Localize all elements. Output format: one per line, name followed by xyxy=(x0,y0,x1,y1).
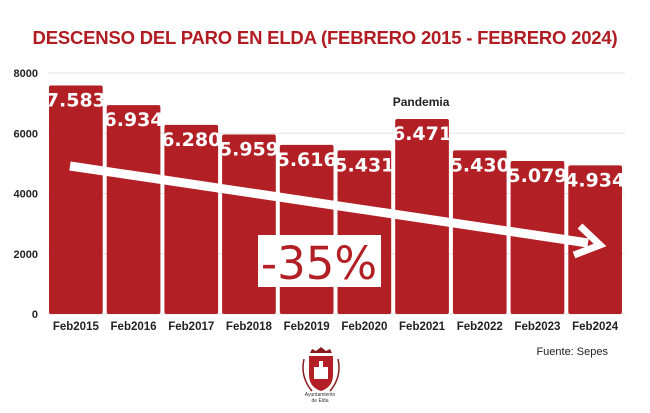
x-tick-label: Feb2021 xyxy=(399,321,446,333)
x-tick-label: Feb2017 xyxy=(168,321,214,333)
x-tick-label: Feb2016 xyxy=(111,321,157,333)
x-tick-label: Feb2015 xyxy=(53,321,100,333)
bar xyxy=(106,105,161,314)
y-tick-label: 6000 xyxy=(14,128,38,140)
data-label: 6.934 xyxy=(103,109,163,131)
logo-caption: Ayuntamiento de Elda xyxy=(290,392,350,404)
data-label: 6.471 xyxy=(392,123,452,145)
chart-title: DESCENSO DEL PARO EN ELDA (FEBRERO 2015 … xyxy=(32,27,618,48)
elda-coat-of-arms-logo xyxy=(302,347,340,392)
data-label: 5.959 xyxy=(219,138,279,160)
x-tick-label: Feb2019 xyxy=(284,321,330,333)
data-label: 4.934 xyxy=(565,169,625,191)
data-label: 7.583 xyxy=(46,90,106,112)
y-tick-label: 8000 xyxy=(14,68,38,80)
x-tick-label: Feb2022 xyxy=(457,321,503,333)
x-tick-label: Feb2023 xyxy=(514,321,560,333)
change-annotation: -35% xyxy=(261,237,377,290)
y-tick-label: 0 xyxy=(32,309,38,321)
data-label: 5.431 xyxy=(334,154,394,176)
data-label: 5.079 xyxy=(507,165,567,187)
source-note: Fuente: Sepes xyxy=(536,346,608,358)
change-box xyxy=(258,235,381,287)
x-tick-label: Feb2018 xyxy=(226,321,273,333)
logo-caption-line: Ayuntamiento xyxy=(304,392,336,398)
x-tick-label: Feb2020 xyxy=(341,321,387,333)
trend-arrow-line xyxy=(69,161,589,248)
logo-caption-line: de Elda xyxy=(311,398,329,404)
x-tick-label: Feb2024 xyxy=(572,321,619,333)
bar xyxy=(164,124,219,314)
y-tick-label: 2000 xyxy=(14,249,38,261)
bar xyxy=(452,150,507,314)
bar xyxy=(49,85,103,314)
data-label: 5.616 xyxy=(277,149,337,171)
pandemic-annotation: Pandemia xyxy=(393,95,450,109)
y-tick-label: 4000 xyxy=(14,189,38,201)
data-label: 6.280 xyxy=(161,129,221,151)
data-label: 5.430 xyxy=(450,154,510,176)
trend-arrow-head xyxy=(572,223,607,259)
